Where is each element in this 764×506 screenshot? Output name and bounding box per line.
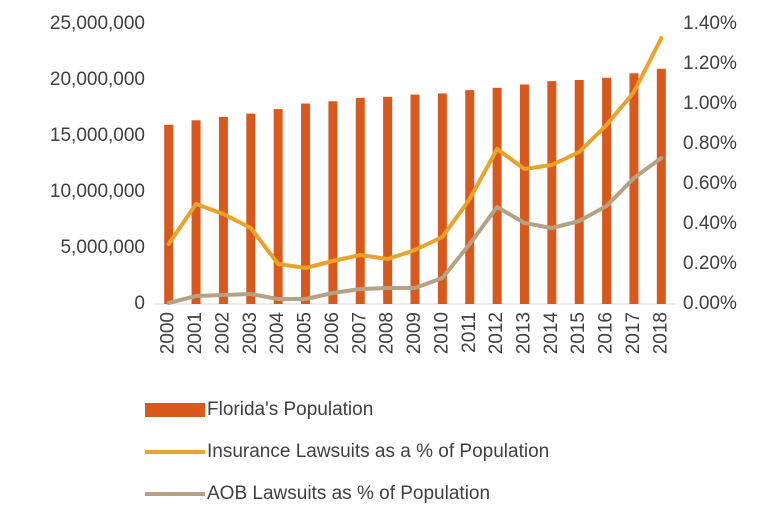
- x-tick-label: 2002: [212, 312, 233, 354]
- x-tick-label: 2017: [623, 312, 644, 354]
- bar: [301, 103, 311, 305]
- y-tick-label: 20,000,000: [50, 69, 145, 90]
- y2-tick-label: 1.40%: [683, 13, 737, 34]
- x-tick-label: 2004: [267, 312, 288, 355]
- x-tick-label: 2009: [404, 312, 425, 354]
- x-tick-label: 2010: [431, 312, 452, 354]
- x-tick-label: 2014: [541, 312, 562, 355]
- legend-label: AOB Lawsuits as % of Population: [207, 483, 490, 504]
- bar: [191, 120, 201, 304]
- bar: [437, 93, 447, 304]
- x-tick-label: 2015: [568, 312, 589, 354]
- y-tick-label: 0: [134, 293, 145, 314]
- y2-tick-label: 0.80%: [683, 133, 737, 154]
- x-tick-label: 2011: [459, 312, 480, 353]
- y-tick-label: 5,000,000: [60, 237, 145, 258]
- bar: [410, 94, 420, 304]
- bar: [355, 97, 365, 304]
- line: [166, 156, 664, 305]
- y2-tick-label: 1.20%: [683, 53, 737, 74]
- x-tick-label: 2008: [377, 312, 398, 354]
- bar: [547, 81, 557, 305]
- y2-tick-label: 0.40%: [683, 213, 737, 234]
- bar: [383, 96, 393, 304]
- y2-tick-label: 0.60%: [683, 173, 737, 194]
- bar: [246, 113, 256, 304]
- legend-label: Florida's Population: [207, 399, 373, 420]
- x-tick-label: 2007: [349, 312, 370, 354]
- bar: [656, 68, 666, 304]
- bar: [629, 73, 639, 304]
- x-tick-label: 2012: [486, 312, 507, 354]
- bar: [574, 80, 584, 304]
- x-tick-label: 2016: [596, 312, 617, 354]
- x-tick-label: 2000: [158, 312, 179, 354]
- bar: [218, 116, 228, 305]
- y2-tick-label: 0.20%: [683, 253, 737, 274]
- y-tick-label: 25,000,000: [50, 13, 145, 34]
- x-tick-label: 2018: [650, 312, 671, 354]
- y2-tick-label: 0.00%: [683, 293, 737, 314]
- x-tick-label: 2003: [240, 312, 261, 354]
- x-tick-label: 2001: [185, 312, 206, 354]
- y-tick-label: 10,000,000: [50, 181, 145, 202]
- x-tick-label: 2013: [513, 312, 534, 354]
- bar: [492, 87, 502, 304]
- bar: [164, 124, 174, 304]
- bar: [602, 77, 612, 304]
- bar: [328, 101, 338, 304]
- bar: [519, 84, 529, 304]
- x-tick-label: 2005: [295, 312, 316, 354]
- legend-label: Insurance Lawsuits as a % of Population: [207, 441, 549, 462]
- bar: [273, 109, 283, 305]
- x-tick-label: 2006: [322, 312, 343, 354]
- y-tick-label: 15,000,000: [50, 125, 145, 146]
- y2-tick-label: 1.00%: [683, 93, 737, 114]
- legend-swatch: [145, 403, 205, 417]
- line: [166, 36, 664, 270]
